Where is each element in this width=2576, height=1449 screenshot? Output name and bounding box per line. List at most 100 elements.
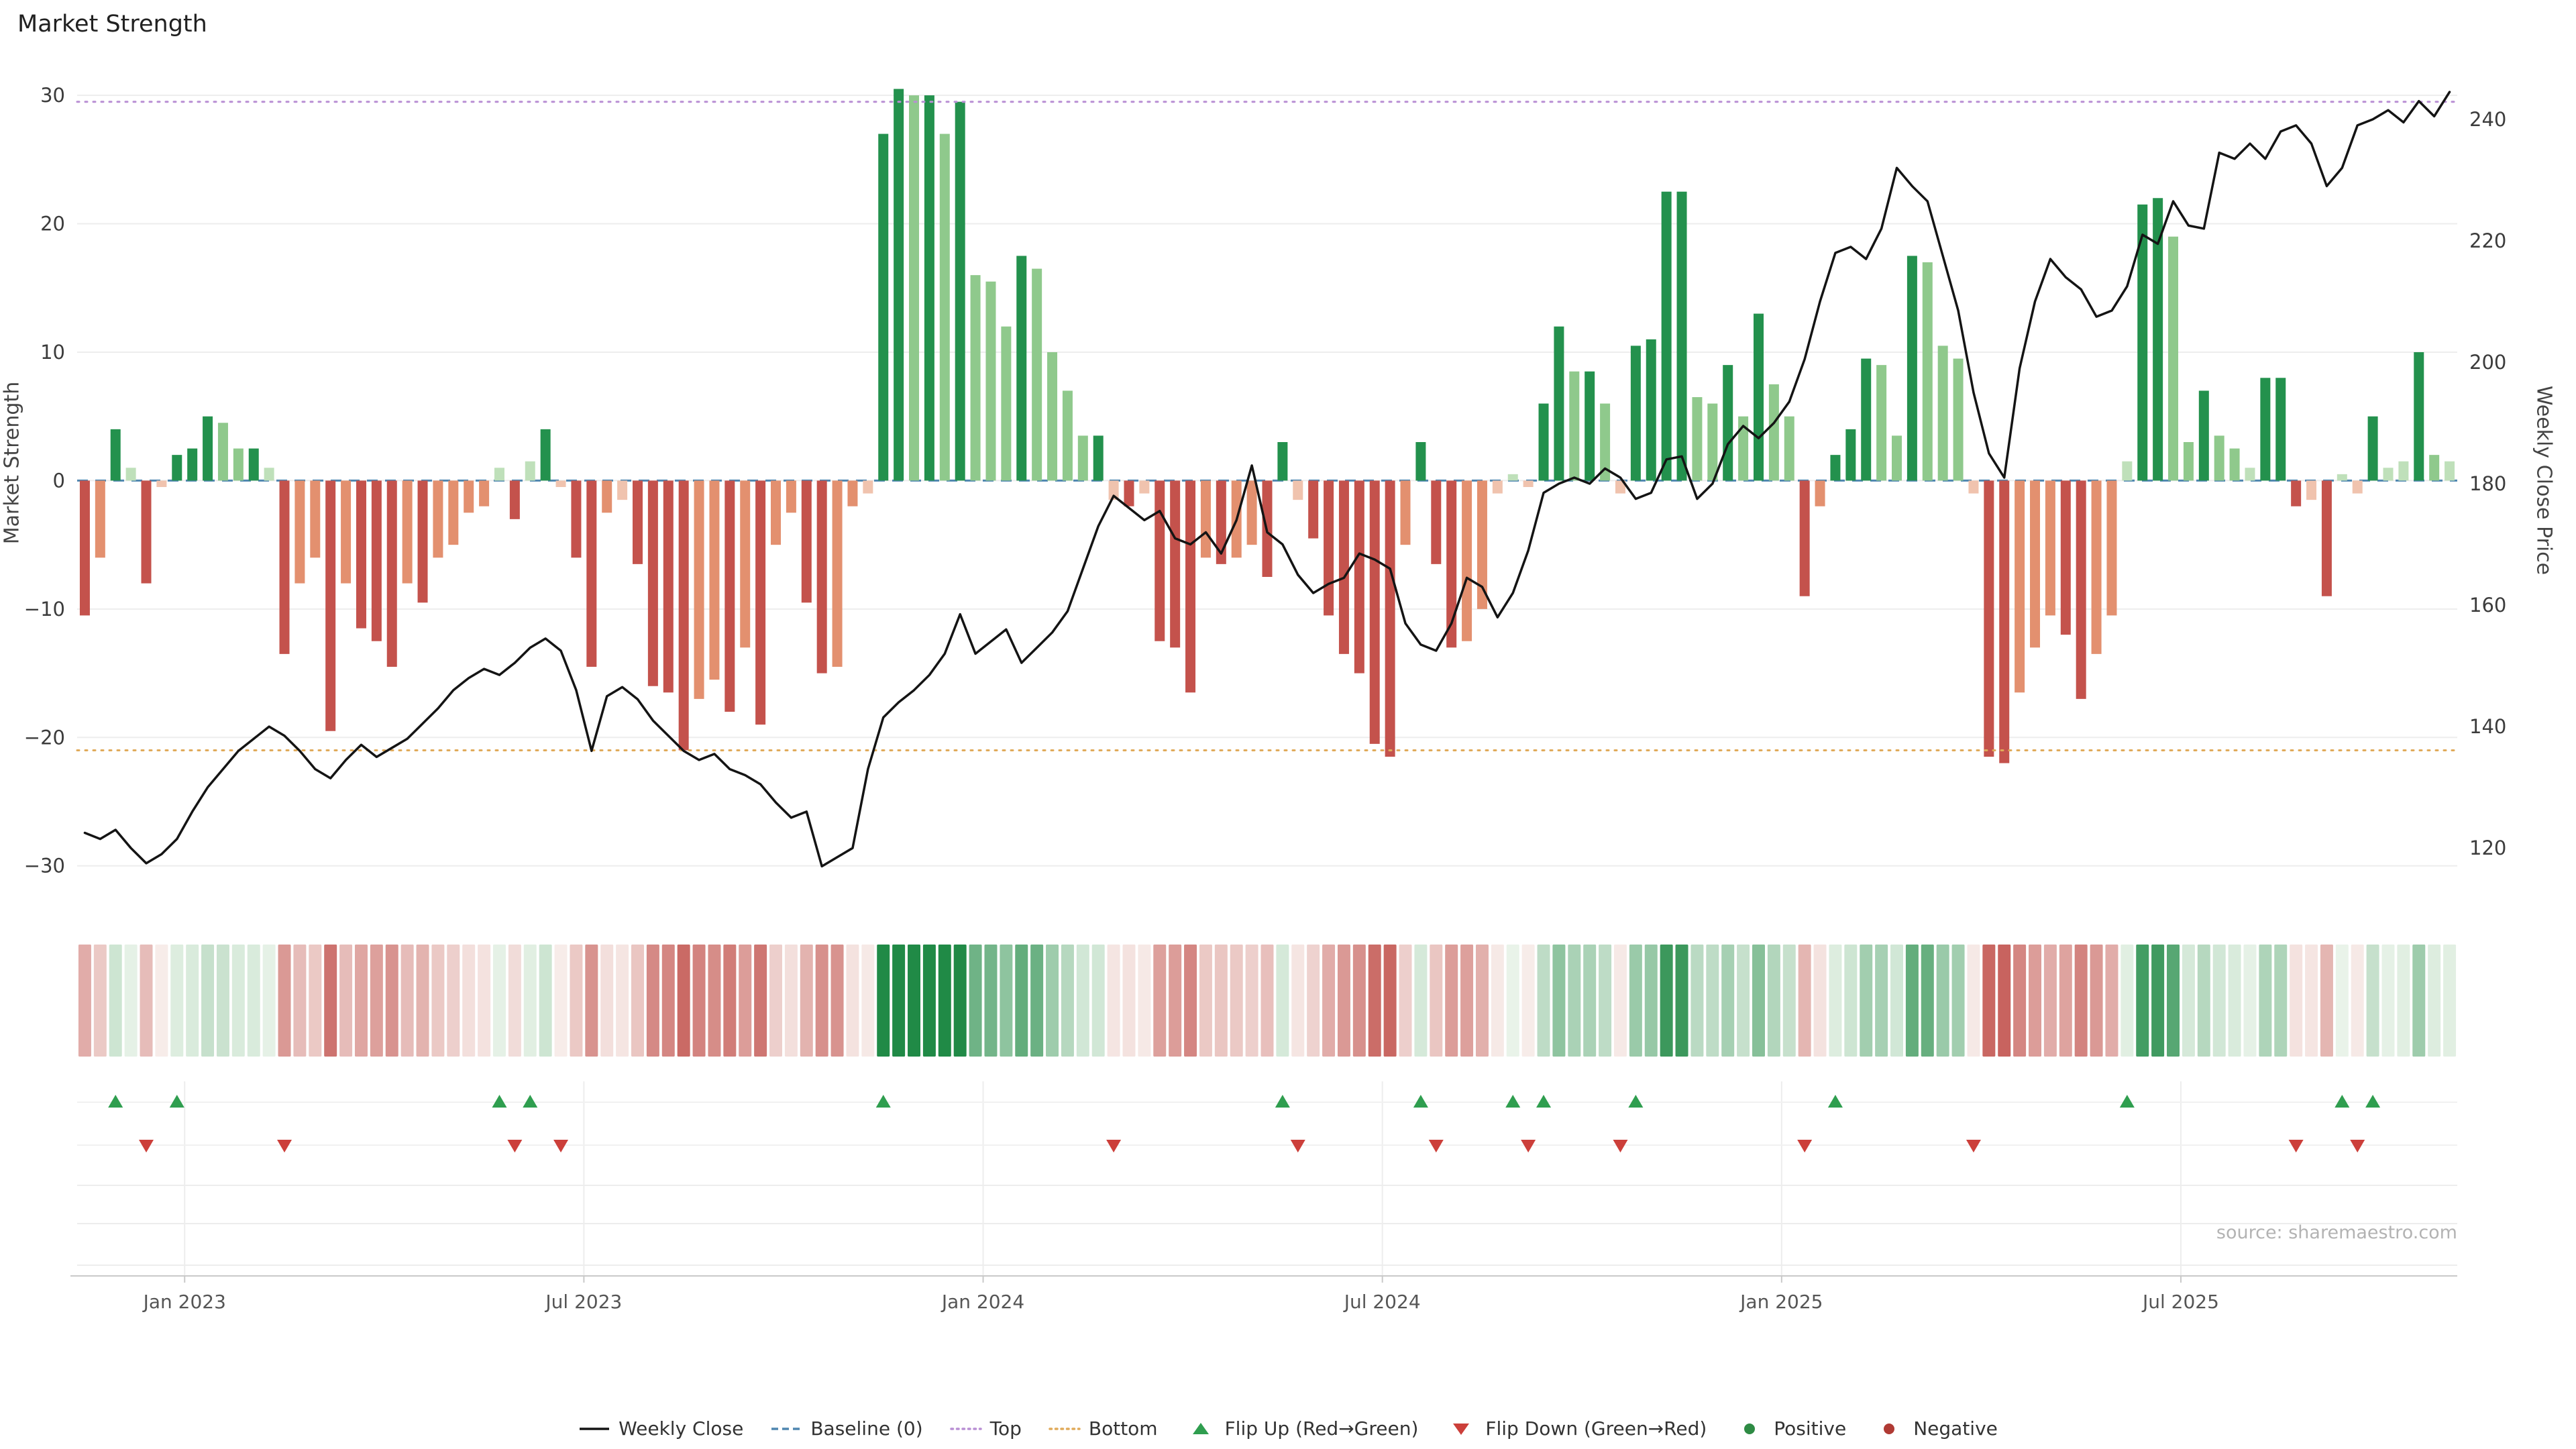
legend-item-negative: Negative <box>1873 1417 1998 1440</box>
heatmap-cell <box>2351 945 2364 1057</box>
heatmap-cell <box>1076 945 1089 1057</box>
dot-sample-icon <box>1884 1423 1895 1434</box>
heatmap-cell <box>830 945 844 1057</box>
legend-item-label: Bottom <box>1088 1417 1158 1440</box>
strength-bar <box>1077 435 1088 481</box>
strength-bar <box>1768 384 1779 481</box>
heatmap-cell <box>385 945 398 1057</box>
heatmap-cell <box>1122 945 1136 1057</box>
flip-up-marker <box>1827 1095 1843 1108</box>
strength-bar <box>1723 365 1733 481</box>
flip-up-marker <box>492 1095 507 1108</box>
strength-bar <box>2398 461 2409 481</box>
heatmap-cell <box>1967 945 1980 1057</box>
flip-down-markers <box>139 1140 2365 1152</box>
strength-bar <box>325 480 336 731</box>
heatmap-cell <box>2121 945 2134 1057</box>
strength-bar <box>1999 480 2010 763</box>
strength-bar <box>801 480 812 603</box>
heatmap-cell <box>1445 945 1458 1057</box>
heatmap-cell <box>616 945 629 1057</box>
strength-bar <box>1569 371 1580 481</box>
strength-bar <box>2168 236 2179 481</box>
tick-label: 240 <box>2469 108 2506 131</box>
heatmap-strip <box>78 945 2457 1057</box>
heatmap-cell <box>1046 945 1059 1057</box>
strength-bar <box>1922 262 1933 481</box>
strength-bar <box>1047 352 1058 481</box>
heatmap-cell <box>677 945 690 1057</box>
strength-bar <box>955 101 965 481</box>
strength-bars <box>79 89 2455 763</box>
dotted-sample-icon <box>949 1427 982 1430</box>
strength-bar <box>632 480 643 564</box>
source-text: source: sharemaestro.com <box>2216 1222 2457 1243</box>
strength-bar <box>141 480 152 584</box>
flip-up-marker <box>1413 1095 1428 1108</box>
strength-bar <box>1062 390 1073 481</box>
strength-bar <box>417 480 428 603</box>
heatmap-cell <box>2167 945 2180 1057</box>
strength-bar <box>525 461 535 481</box>
strength-bar <box>1907 256 1917 481</box>
strength-bar <box>433 480 443 558</box>
x-tick-label: Jul 2024 <box>1343 1291 1421 1313</box>
strength-bar <box>1385 480 1395 757</box>
dot-sample-icon <box>1744 1423 1756 1434</box>
tick-label: −30 <box>24 855 65 877</box>
heatmap-cell <box>1260 945 1274 1057</box>
x-axis-ticks: Jan 2023 Jul 2023 Jan 2024 Jul 2024 Jan 2025… <box>142 1276 2219 1313</box>
strength-bar <box>1293 480 1303 500</box>
strength-bar <box>555 480 566 487</box>
strength-bar <box>1308 480 1319 539</box>
heatmap-cell <box>646 945 659 1057</box>
flip-up-marker <box>1628 1095 1644 1108</box>
heatmap-cell <box>1153 945 1167 1057</box>
heatmap-cell <box>324 945 337 1057</box>
x-tick-label: Jan 2023 <box>142 1291 226 1313</box>
heatmap-cell <box>1521 945 1535 1057</box>
strength-bar <box>2291 480 2302 506</box>
heatmap-cell <box>93 945 107 1057</box>
heatmap-cell <box>140 945 153 1057</box>
strength-bar <box>2367 416 2378 481</box>
heatmap-cell <box>1491 945 1504 1057</box>
strength-bar <box>2015 480 2025 693</box>
heatmap-cell <box>600 945 614 1057</box>
heatmap-cell <box>1875 945 1888 1057</box>
flip-down-marker <box>553 1140 569 1152</box>
heatmap-cell <box>262 945 276 1057</box>
heatmap-cell <box>1230 945 1243 1057</box>
strength-bar <box>1876 365 1887 481</box>
strength-bar <box>1630 345 1641 481</box>
strength-bar <box>894 89 904 481</box>
strength-bar <box>341 480 352 584</box>
gridlines <box>77 95 2457 867</box>
heatmap-cell <box>1091 945 1105 1057</box>
heatmap-cell <box>846 945 859 1057</box>
legend-item-weekly-close: Weekly Close <box>578 1417 743 1440</box>
strength-bar <box>1431 480 1442 564</box>
strength-bar <box>464 480 474 513</box>
strength-bar <box>1462 480 1472 641</box>
strength-bar <box>1646 339 1656 481</box>
strength-bar <box>1861 358 1872 481</box>
strength-bar <box>248 448 259 481</box>
heatmap-cell <box>938 945 951 1057</box>
strength-bar <box>1185 480 1196 693</box>
strength-bar <box>1845 429 1856 481</box>
flip-up-marker <box>2365 1095 2381 1108</box>
heatmap-cell <box>1737 945 1750 1057</box>
flip-up-marker <box>875 1095 891 1108</box>
x-tick-label: Jul 2023 <box>544 1291 622 1313</box>
heatmap-cell <box>1675 945 1688 1057</box>
strength-bar <box>909 95 920 481</box>
heatmap-cell <box>2151 945 2165 1057</box>
heatmap-cell <box>1214 945 1228 1057</box>
heatmap-cell <box>708 945 721 1057</box>
heatmap-cell <box>216 945 229 1057</box>
strength-bar <box>2122 461 2133 481</box>
strength-bar <box>1892 435 1902 481</box>
heatmap-cell <box>1644 945 1658 1057</box>
heatmap-cell <box>1660 945 1673 1057</box>
